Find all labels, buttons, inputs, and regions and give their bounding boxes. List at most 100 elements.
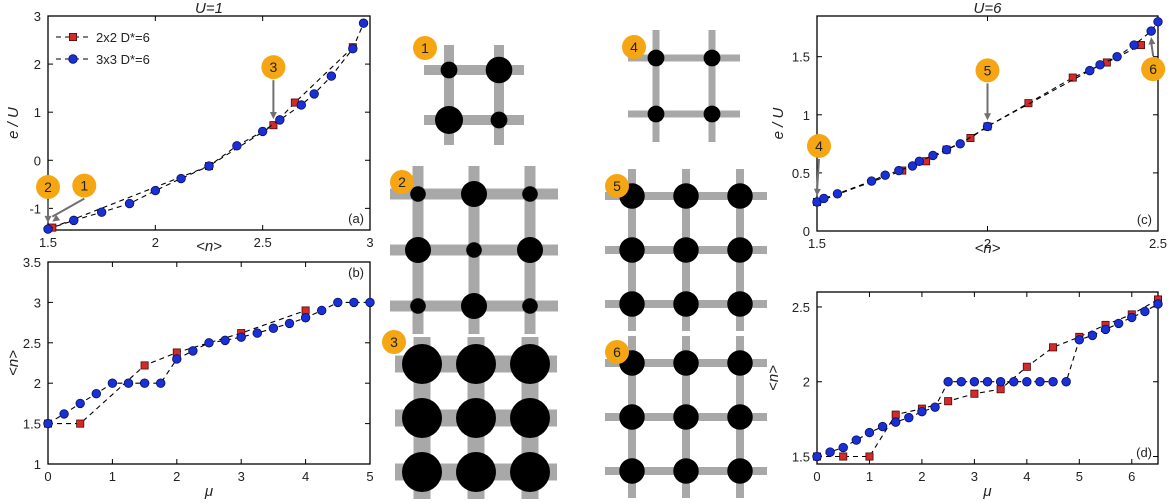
data-point-circle xyxy=(982,121,993,132)
chart-panel-d: 0 1 2 3 4 5 6 1.5 2 2.5 μ <n> (d) xyxy=(765,291,1163,500)
y-tick-label: 0.5 xyxy=(792,166,810,181)
lattice-site xyxy=(456,344,496,384)
data-point-circle xyxy=(1085,65,1095,76)
data-point-square xyxy=(140,361,149,370)
series-2x2 xyxy=(44,306,310,428)
state-marker-3: 3 xyxy=(261,55,286,120)
data-point-circle xyxy=(866,176,877,186)
y-tick-label: 2.5 xyxy=(23,336,41,351)
data-point-circle xyxy=(309,89,319,99)
data-point-circle xyxy=(107,378,118,388)
data-point-square xyxy=(1068,73,1077,82)
series-3x3 xyxy=(43,297,375,429)
data-point-circle xyxy=(1113,318,1124,329)
data-point-circle xyxy=(838,442,848,453)
y-tick-label: 1 xyxy=(34,105,41,120)
lattice-site xyxy=(522,298,538,314)
y-axis-label: e / U xyxy=(770,107,787,139)
data-point-circle xyxy=(220,335,230,346)
lattice-site xyxy=(727,183,753,209)
state-badge-label: 1 xyxy=(421,40,429,56)
y-tick-label: 2 xyxy=(34,57,41,72)
lattice-site xyxy=(727,404,753,430)
lattice-site xyxy=(440,61,458,79)
lattice-bond-vertical xyxy=(444,45,454,145)
x-tick-label: 4 xyxy=(302,469,309,484)
lattice-bond-horizontal xyxy=(628,54,740,62)
lattice-site xyxy=(647,105,665,123)
data-point-square xyxy=(1049,343,1058,352)
lattice-site xyxy=(619,458,645,484)
data-point-circle xyxy=(1153,299,1163,309)
state-badge xyxy=(1141,57,1166,82)
arrow-head xyxy=(44,215,52,224)
data-point-circle xyxy=(188,346,198,356)
state-badge xyxy=(622,35,646,59)
data-point-circle xyxy=(982,377,993,387)
data-point-square xyxy=(865,452,874,461)
arrow-head xyxy=(269,111,277,120)
data-point-circle xyxy=(317,305,327,316)
lattice-state-3: 3 xyxy=(382,330,557,499)
panel-label: (a) xyxy=(348,211,364,226)
data-point-square xyxy=(891,410,900,419)
arrow-head xyxy=(984,113,991,121)
data-point-circle xyxy=(1048,377,1058,387)
x-tick-label: 2 xyxy=(984,236,991,251)
state-badge xyxy=(807,133,831,158)
data-point-circle xyxy=(880,170,890,180)
data-point-circle xyxy=(236,332,246,342)
state-badge-label: 6 xyxy=(613,344,621,360)
lattice-site xyxy=(410,298,426,314)
state-badge-label: 1 xyxy=(80,178,88,194)
lattice-site xyxy=(410,186,426,202)
data-point-circle xyxy=(943,377,953,387)
lattice-site xyxy=(510,398,550,438)
x-tick-label: 3 xyxy=(238,469,245,484)
lattice-site xyxy=(461,293,487,319)
lattice-site xyxy=(490,111,508,129)
lattice-state-4: 4 xyxy=(622,30,740,142)
state-badge-label: 3 xyxy=(390,334,398,350)
legend: 2x2 D*=6 3x3 D*=6 xyxy=(56,30,150,67)
lattice-site xyxy=(703,49,721,67)
lattice-site xyxy=(673,350,699,376)
x-tick-label: 1.5 xyxy=(808,236,826,251)
x-tick-label: 5 xyxy=(1076,469,1083,484)
lattice-site xyxy=(619,404,645,430)
data-point-circle xyxy=(59,409,69,419)
state-badge xyxy=(390,170,414,194)
lattice-state-5: 5 xyxy=(605,169,767,331)
legend-marker-circle xyxy=(68,54,78,64)
lattice-site xyxy=(456,452,496,492)
y-axis-label: e / U xyxy=(5,107,22,139)
legend-label: 3x3 D*=6 xyxy=(96,52,150,67)
data-point-circle xyxy=(877,421,888,432)
x-tick-label: 3 xyxy=(366,235,373,250)
data-point-square xyxy=(839,452,848,461)
lattice-site xyxy=(673,183,699,209)
lattice-site xyxy=(673,404,699,430)
lattice-site xyxy=(456,398,496,438)
data-point-circle xyxy=(204,161,214,171)
series-3x3 xyxy=(812,17,1163,207)
series-line xyxy=(48,309,306,425)
y-tick-label: 1.5 xyxy=(792,50,810,65)
plot-frame xyxy=(47,15,371,231)
state-marker-1: 1 xyxy=(51,173,97,222)
y-tick-label: 1.5 xyxy=(23,417,41,432)
data-point-circle xyxy=(995,377,1006,387)
data-point-circle xyxy=(333,297,343,308)
data-point-circle xyxy=(358,18,369,28)
data-point-circle xyxy=(1127,312,1137,323)
data-point-square xyxy=(966,134,975,143)
state-badge-label: 3 xyxy=(270,59,278,75)
x-axis-label: μ xyxy=(204,483,213,500)
data-point-circle xyxy=(914,156,925,166)
data-point-circle xyxy=(1022,377,1032,387)
data-point-circle xyxy=(832,189,843,199)
lattice-site xyxy=(402,398,442,438)
state-badge xyxy=(36,175,60,200)
chart-panel-a: 1.5 2 2.5 3 -1 0 1 2 3 <n> e / U U=1 (a) 2x2 D*=6 3x3 … xyxy=(5,0,374,255)
lattice-site xyxy=(461,181,487,207)
